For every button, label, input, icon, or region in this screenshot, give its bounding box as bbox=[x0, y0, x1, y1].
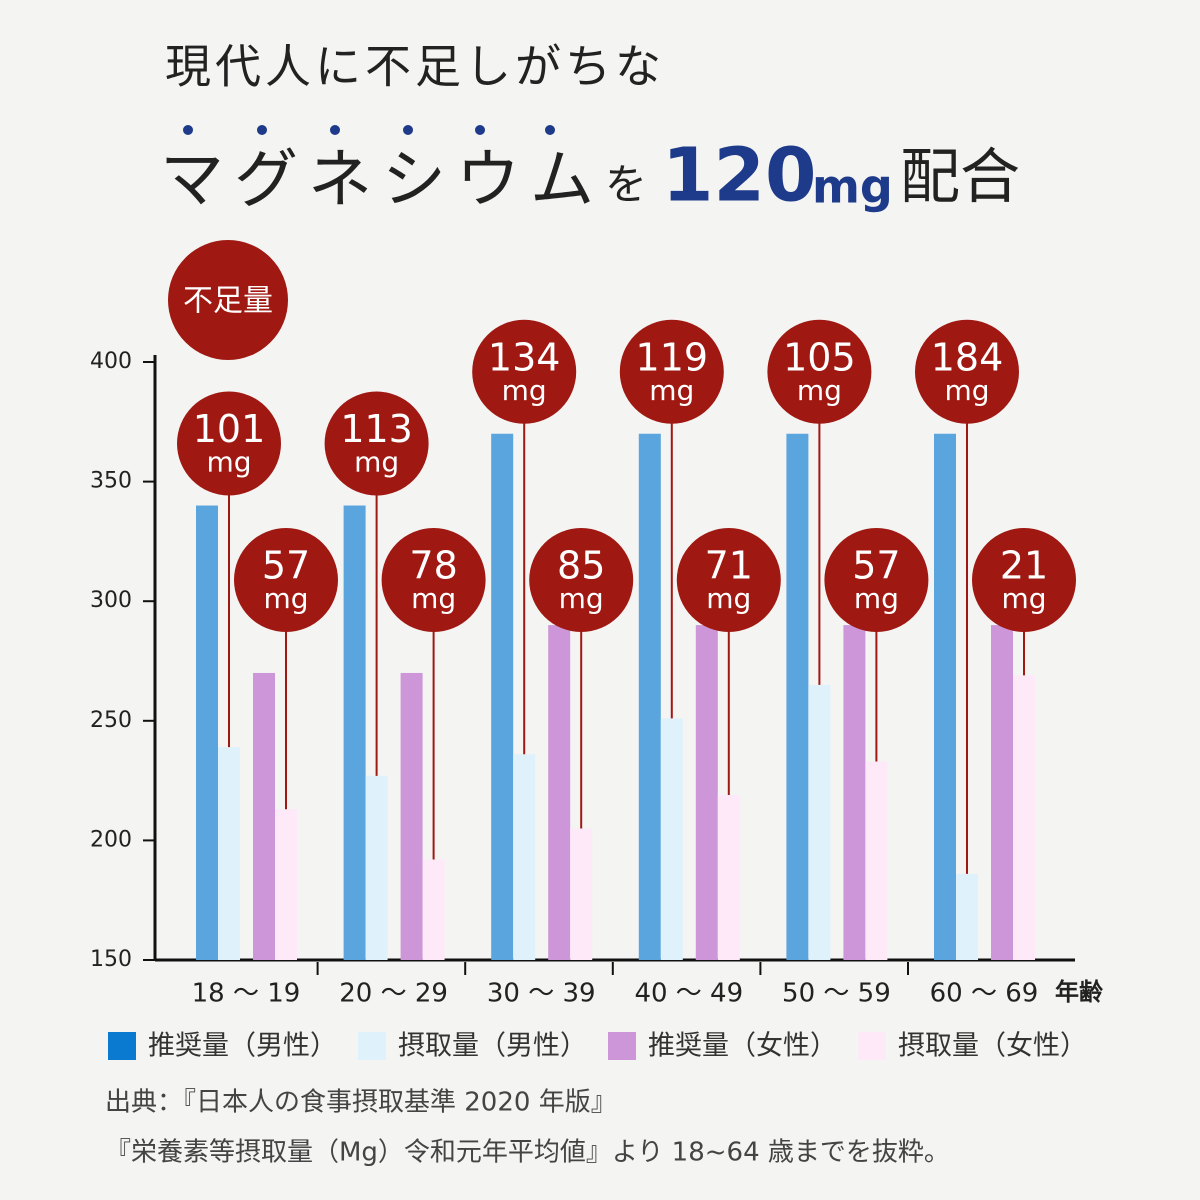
bar bbox=[695, 625, 718, 960]
source-line: 出典：『日本人の食事摂取基準 2020 年版』 bbox=[105, 1088, 617, 1118]
bar bbox=[956, 873, 978, 960]
shortfall-bubble-unit: mg bbox=[706, 582, 751, 615]
shortfall-bubble-unit: mg bbox=[263, 582, 308, 615]
legend-swatch bbox=[608, 1032, 636, 1060]
bar bbox=[513, 754, 536, 960]
bar bbox=[808, 684, 831, 960]
bar bbox=[1013, 675, 1035, 960]
shortfall-bubble bbox=[381, 528, 486, 632]
legend-label: 摂取量（女性） bbox=[898, 1031, 1087, 1062]
shortfall-bubble-value: 57 bbox=[852, 544, 900, 588]
shortfall-bubble bbox=[177, 391, 281, 496]
headline-subject: マグネシウム bbox=[160, 144, 604, 218]
shortfall-bubble-value: 101 bbox=[193, 407, 266, 451]
shortfall-badge-label: 不足量 bbox=[183, 284, 273, 319]
headline-unit: mg bbox=[812, 160, 893, 214]
bar bbox=[660, 718, 683, 960]
shortfall-bubble bbox=[234, 528, 338, 632]
shortfall-bubble bbox=[472, 319, 577, 424]
bar bbox=[422, 859, 445, 960]
legend-swatch bbox=[858, 1032, 886, 1060]
shortfall-bubble-value: 184 bbox=[931, 335, 1004, 379]
y-tick-label: 350 bbox=[90, 469, 132, 494]
shortfall-bubble-value: 119 bbox=[636, 335, 709, 379]
bar bbox=[548, 625, 571, 960]
shortfall-bubble-value: 134 bbox=[488, 335, 561, 379]
bar bbox=[717, 794, 740, 960]
bar bbox=[218, 747, 240, 960]
shortfall-bubble-unit: mg bbox=[354, 446, 399, 479]
shortfall-bubble bbox=[824, 528, 929, 632]
headline-verb: 配合 bbox=[900, 143, 1020, 213]
x-tick-label: 18 ～ 19 bbox=[192, 979, 301, 1009]
legend-swatch bbox=[108, 1032, 136, 1060]
shortfall-bubble-unit: mg bbox=[559, 582, 604, 615]
shortfall-bubble-value: 113 bbox=[340, 407, 413, 451]
bar bbox=[343, 505, 366, 960]
bar bbox=[786, 433, 809, 960]
headline-particle: を bbox=[605, 160, 647, 209]
y-tick-label: 150 bbox=[90, 947, 132, 972]
bar bbox=[843, 625, 866, 960]
shortfall-bubble bbox=[915, 319, 1019, 424]
y-tick-label: 250 bbox=[90, 708, 132, 733]
bar bbox=[934, 433, 956, 960]
bar bbox=[865, 761, 888, 960]
shortfall-bubble-unit: mg bbox=[206, 446, 251, 479]
shortfall-bubble bbox=[972, 528, 1076, 632]
bar bbox=[400, 672, 423, 960]
headline-amount: 120 bbox=[662, 133, 816, 219]
shortfall-bubble bbox=[324, 391, 429, 496]
legend-swatch bbox=[358, 1032, 386, 1060]
x-tick-label: 50 ～ 59 bbox=[782, 979, 891, 1009]
y-tick-label: 200 bbox=[90, 827, 132, 852]
legend-label: 推奨量（女性） bbox=[648, 1031, 837, 1062]
source-line: 『栄養素等摂取量（Mg）令和元年平均値』より 18~64 歳までを抜粋。 bbox=[105, 1138, 950, 1168]
y-tick-label: 400 bbox=[90, 349, 132, 374]
shortfall-bubble-value: 21 bbox=[1000, 544, 1048, 588]
shortfall-bubble bbox=[619, 319, 724, 424]
shortfall-bubble-value: 105 bbox=[783, 335, 856, 379]
shortfall-badge bbox=[168, 240, 288, 360]
emphasis-dots bbox=[183, 125, 555, 135]
shortfall-bubble-unit: mg bbox=[649, 374, 694, 407]
shortfall-bubble bbox=[529, 528, 634, 632]
shortfall-bubble-unit: mg bbox=[854, 582, 899, 615]
bar bbox=[365, 775, 388, 960]
shortfall-bubble-unit: mg bbox=[1001, 582, 1046, 615]
bar bbox=[991, 625, 1013, 960]
bar bbox=[570, 828, 593, 960]
shortfall-bubble-unit: mg bbox=[797, 374, 842, 407]
x-tick-label: 60 ～ 69 bbox=[930, 979, 1039, 1009]
shortfall-bubble-value: 57 bbox=[262, 544, 310, 588]
bar bbox=[275, 809, 297, 960]
shortfall-bubble-unit: mg bbox=[944, 374, 989, 407]
x-axis-label: 年齢 bbox=[1055, 978, 1104, 1006]
shortfall-bubble-value: 85 bbox=[557, 544, 605, 588]
legend-label: 推奨量（男性） bbox=[148, 1031, 337, 1062]
shortfall-bubble-value: 78 bbox=[409, 544, 457, 588]
bar bbox=[638, 433, 661, 960]
shortfall-bubble-unit: mg bbox=[502, 374, 547, 407]
legend-label: 摂取量（男性） bbox=[398, 1031, 587, 1062]
y-tick-label: 300 bbox=[90, 588, 132, 613]
shortfall-bubble bbox=[767, 319, 872, 424]
x-tick-label: 30 ～ 39 bbox=[487, 979, 596, 1009]
x-tick-label: 40 ～ 49 bbox=[634, 979, 743, 1009]
bar bbox=[196, 505, 218, 960]
chart-title: 現代人に不足しがちな bbox=[165, 40, 665, 94]
shortfall-bubble bbox=[676, 528, 781, 632]
shortfall-bubble-unit: mg bbox=[411, 582, 456, 615]
x-tick-label: 20 ～ 29 bbox=[339, 979, 448, 1009]
bar bbox=[491, 433, 514, 960]
shortfall-bubble-value: 71 bbox=[705, 544, 753, 588]
bar bbox=[253, 672, 275, 960]
